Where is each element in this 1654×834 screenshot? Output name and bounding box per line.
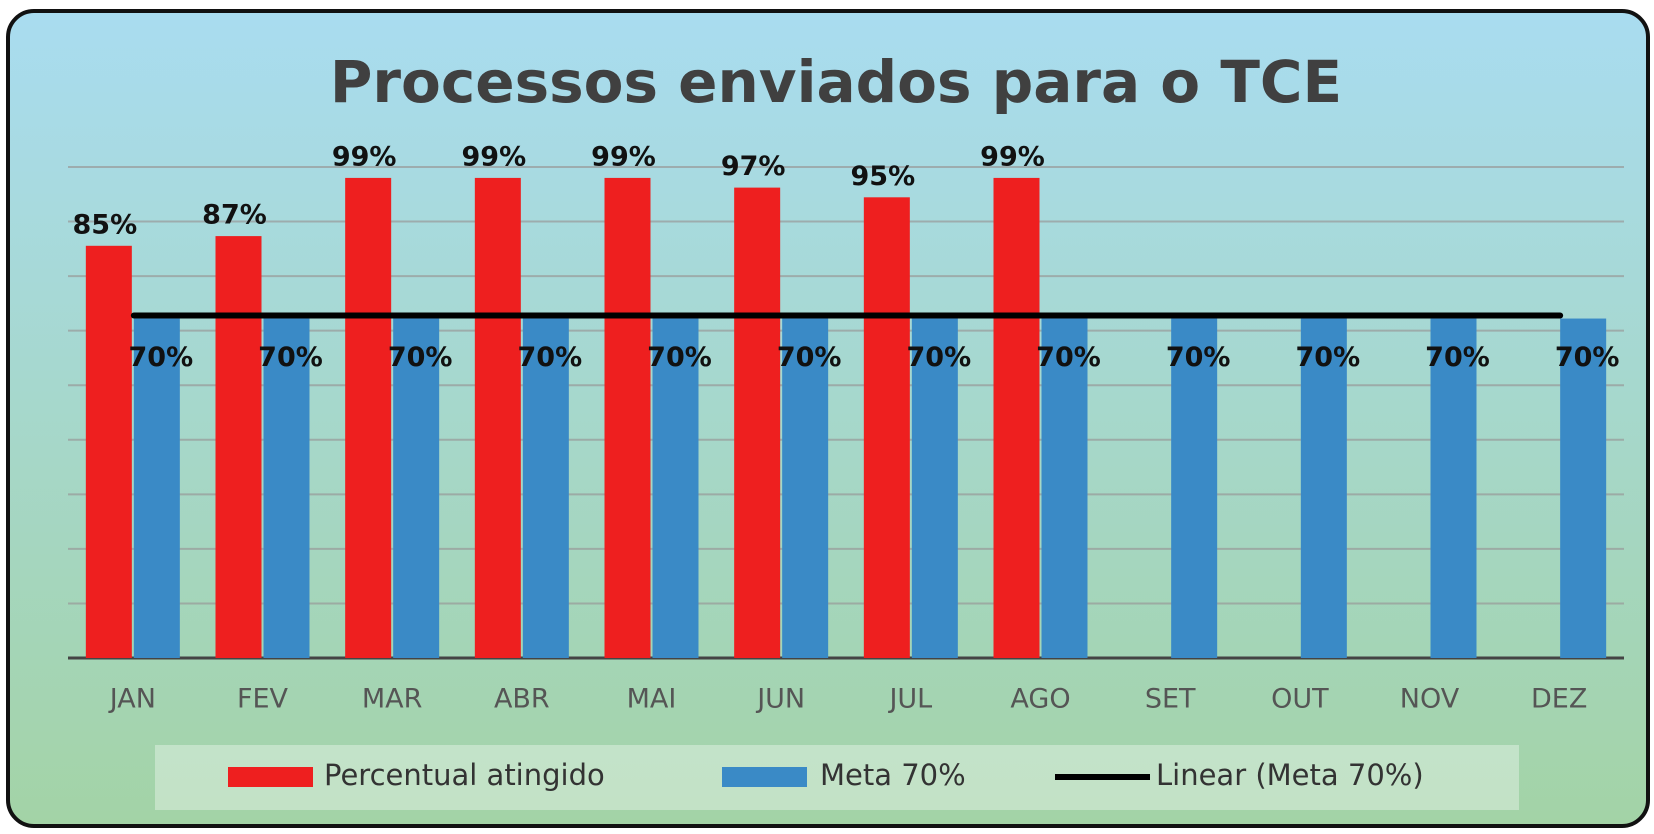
bar	[474, 177, 521, 658]
bar	[863, 197, 910, 658]
data-label: 87%	[202, 200, 267, 231]
data-label: 85%	[73, 209, 138, 240]
data-label: 70%	[1425, 342, 1490, 373]
legend-swatch	[722, 767, 807, 787]
data-label: 70%	[129, 342, 194, 373]
x-tick-label: MAR	[362, 684, 423, 715]
bar	[734, 187, 781, 659]
bar	[1171, 318, 1218, 658]
bar	[85, 245, 132, 658]
x-tick-label: AGO	[1010, 684, 1070, 715]
data-label: 70%	[1166, 342, 1231, 373]
legend-label: Percentual atingido	[324, 758, 605, 792]
data-label: 99%	[980, 141, 1045, 172]
x-tick-label: SET	[1145, 684, 1196, 715]
data-label: 70%	[777, 342, 842, 373]
bar	[263, 318, 310, 658]
x-tick-label: JUL	[887, 684, 932, 715]
data-label: 70%	[388, 342, 453, 373]
legend-swatch	[228, 767, 313, 787]
data-label: 70%	[1036, 342, 1101, 373]
bar	[652, 318, 699, 658]
bar	[1430, 318, 1477, 658]
x-tick-label: FEV	[237, 684, 289, 715]
legend-box	[155, 745, 1519, 810]
x-tick-label: ABR	[494, 684, 550, 715]
bar	[1041, 318, 1088, 658]
x-tick-label: MAI	[627, 684, 677, 715]
legend-label: Meta 70%	[820, 758, 966, 792]
bar	[522, 318, 569, 658]
x-tick-label: NOV	[1400, 684, 1460, 715]
data-label: 70%	[1555, 342, 1620, 373]
data-label: 99%	[332, 141, 397, 172]
chart-title: Processos enviados para o TCE	[330, 48, 1342, 116]
data-label: 97%	[721, 151, 786, 182]
data-label: 99%	[591, 141, 656, 172]
data-label: 99%	[462, 141, 527, 172]
bar	[782, 318, 829, 658]
data-label: 95%	[851, 161, 916, 192]
x-tick-label: DEZ	[1531, 684, 1587, 715]
bar	[1560, 318, 1607, 658]
x-tick-label: JUN	[755, 684, 805, 715]
x-tick-label: OUT	[1271, 684, 1329, 715]
bar	[215, 236, 262, 658]
bar	[133, 318, 180, 658]
bar	[1300, 318, 1347, 658]
data-label: 70%	[258, 342, 323, 373]
data-label: 70%	[647, 342, 712, 373]
bar	[345, 177, 392, 658]
legend-label: Linear (Meta 70%)	[1156, 758, 1424, 792]
bar	[393, 318, 440, 658]
bar	[993, 177, 1040, 658]
data-label: 70%	[907, 342, 972, 373]
bar	[604, 177, 651, 658]
data-label: 70%	[1296, 342, 1361, 373]
data-label: 70%	[518, 342, 583, 373]
x-tick-label: JAN	[108, 684, 156, 715]
bar	[911, 318, 958, 658]
